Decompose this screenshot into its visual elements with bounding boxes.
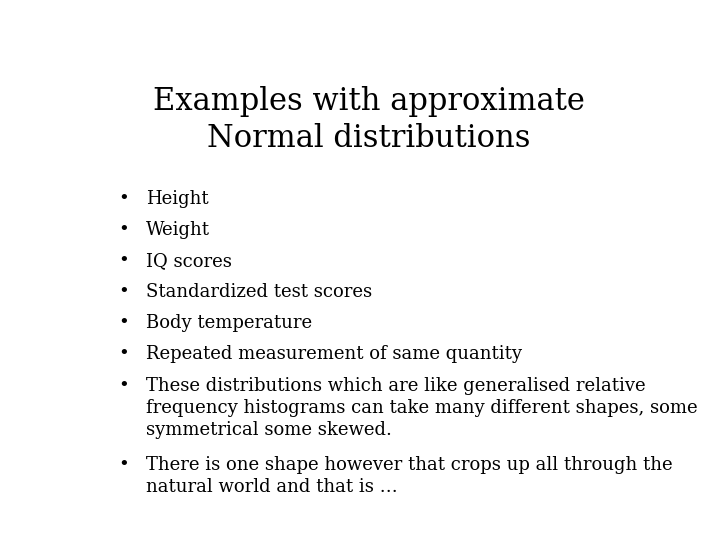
Text: Height: Height [145, 190, 208, 207]
Text: Standardized test scores: Standardized test scores [145, 283, 372, 301]
Text: There is one shape however that crops up all through the
natural world and that : There is one shape however that crops up… [145, 456, 672, 496]
Text: •: • [118, 283, 129, 301]
Text: •: • [118, 456, 129, 474]
Text: •: • [118, 190, 129, 207]
Text: Examples with approximate
Normal distributions: Examples with approximate Normal distrib… [153, 85, 585, 153]
Text: Body temperature: Body temperature [145, 314, 312, 332]
Text: •: • [118, 252, 129, 270]
Text: •: • [118, 314, 129, 332]
Text: Weight: Weight [145, 221, 210, 239]
Text: •: • [118, 377, 129, 395]
Text: These distributions which are like generalised relative
frequency histograms can: These distributions which are like gener… [145, 377, 698, 439]
Text: IQ scores: IQ scores [145, 252, 232, 270]
Text: •: • [118, 221, 129, 239]
Text: Repeated measurement of same quantity: Repeated measurement of same quantity [145, 346, 522, 363]
Text: •: • [118, 346, 129, 363]
